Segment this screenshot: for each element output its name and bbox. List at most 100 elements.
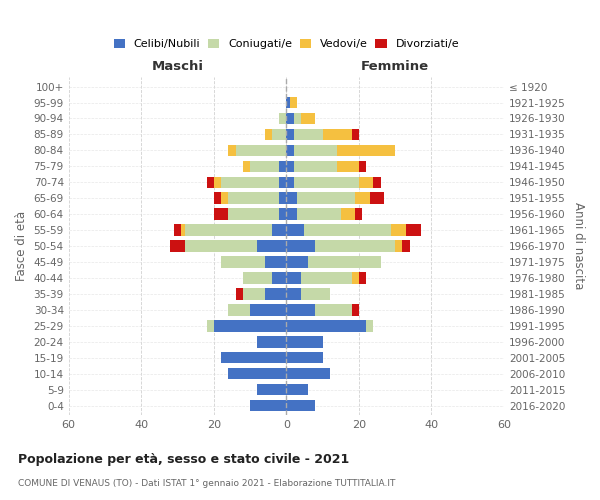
Bar [395,240,403,252]
Bar [265,288,286,300]
Bar [352,128,359,140]
Bar [228,192,279,204]
Bar [286,128,293,140]
Bar [286,288,301,300]
Bar [286,176,293,188]
Bar [174,224,181,236]
Bar [337,144,395,156]
Bar [228,144,236,156]
Bar [221,352,286,364]
Bar [185,224,272,236]
Bar [221,176,279,188]
Bar [293,112,301,124]
Bar [265,256,286,268]
Bar [359,176,373,188]
Bar [286,208,297,220]
Bar [370,192,384,204]
Bar [286,272,301,283]
Bar [243,272,272,283]
Bar [286,112,293,124]
Bar [236,288,243,300]
Bar [257,384,286,396]
Bar [293,128,323,140]
Bar [214,176,221,188]
Bar [221,256,265,268]
Bar [290,97,297,108]
Bar [214,208,228,220]
Bar [236,144,286,156]
Bar [286,192,297,204]
Bar [286,256,308,268]
Bar [301,112,316,124]
Bar [293,176,359,188]
Bar [316,304,352,316]
Bar [286,240,316,252]
Bar [308,256,380,268]
Bar [250,400,286,411]
Bar [301,288,330,300]
Bar [355,208,362,220]
Bar [286,368,330,380]
Bar [286,384,308,396]
Text: Maschi: Maschi [151,60,203,73]
Bar [286,224,304,236]
Bar [286,320,366,332]
Bar [279,192,286,204]
Bar [286,304,316,316]
Bar [293,160,337,172]
Bar [352,304,359,316]
Bar [250,304,286,316]
Bar [406,224,421,236]
Bar [366,320,373,332]
Bar [206,176,214,188]
Bar [341,208,355,220]
Bar [286,97,290,108]
Text: Femmine: Femmine [361,60,429,73]
Bar [206,320,214,332]
Bar [228,368,286,380]
Bar [250,160,279,172]
Bar [293,144,337,156]
Bar [279,176,286,188]
Bar [181,224,185,236]
Bar [337,160,359,172]
Bar [391,224,406,236]
Bar [221,192,228,204]
Legend: Celibi/Nubili, Coniugati/e, Vedovi/e, Divorziati/e: Celibi/Nubili, Coniugati/e, Vedovi/e, Di… [113,38,459,49]
Bar [286,400,316,411]
Bar [323,128,352,140]
Bar [286,336,323,347]
Bar [297,192,355,204]
Bar [243,288,265,300]
Bar [214,192,221,204]
Bar [265,128,272,140]
Bar [286,352,323,364]
Bar [279,160,286,172]
Bar [228,304,250,316]
Bar [185,240,257,252]
Bar [257,336,286,347]
Bar [403,240,410,252]
Bar [272,224,286,236]
Bar [228,208,279,220]
Bar [257,240,286,252]
Bar [359,272,366,283]
Y-axis label: Anni di nascita: Anni di nascita [572,202,585,290]
Bar [272,272,286,283]
Bar [279,208,286,220]
Bar [170,240,185,252]
Bar [373,176,380,188]
Bar [243,160,250,172]
Bar [352,272,359,283]
Bar [286,144,293,156]
Bar [286,160,293,172]
Bar [297,208,341,220]
Bar [279,112,286,124]
Bar [304,224,391,236]
Text: Popolazione per età, sesso e stato civile - 2021: Popolazione per età, sesso e stato civil… [18,452,349,466]
Bar [355,192,370,204]
Bar [359,160,366,172]
Bar [301,272,352,283]
Bar [214,320,286,332]
Y-axis label: Fasce di età: Fasce di età [15,211,28,281]
